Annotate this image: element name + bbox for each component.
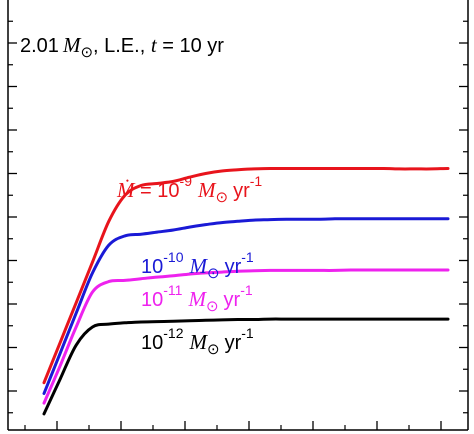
series-label-blue: 10-10 M⊙ yr-1: [141, 249, 254, 282]
series-label-black-sun: ⊙: [207, 341, 220, 358]
title-t-value: = 10 yr: [157, 35, 225, 57]
series-line-black: [42, 317, 450, 416]
series-label-black: 10-12 M⊙ yr-1: [141, 325, 254, 358]
series-label-blue-prefix: 10: [141, 256, 163, 278]
series-label-magenta-prefix: 10: [141, 289, 163, 311]
series-label-red-unit: yr: [233, 180, 250, 202]
plot-frame: [7, 0, 469, 431]
series-label-magenta-exp: -11: [163, 282, 182, 298]
series-label-red-exp: -9: [180, 173, 193, 189]
series-label-magenta-uexp: -1: [240, 282, 253, 298]
series-label-magenta-unit: yr: [224, 289, 241, 311]
title-mass-symbol: M: [62, 33, 82, 57]
series-label-red-mdot: Ṁ: [116, 178, 136, 202]
series-label-red-msym: M: [197, 178, 217, 202]
series-label-blue-exp: -10: [163, 249, 183, 265]
series-label-magenta-sun: ⊙: [206, 298, 219, 315]
series-label-red-uexp: -1: [250, 173, 263, 189]
chart-title: 2.01 M⊙, L.E., t = 10 yr: [20, 33, 224, 61]
series-label-red-sun: ⊙: [216, 189, 229, 206]
series-line-red: [42, 166, 450, 385]
series-label-blue-unit: yr: [225, 256, 242, 278]
title-mass-value: 2.01: [20, 35, 59, 57]
series-label-black-unit: yr: [225, 332, 242, 354]
series-line-blue: [42, 217, 450, 395]
title-sun-symbol: ⊙: [80, 44, 93, 61]
title-t-symbol: t: [151, 33, 158, 57]
series-label-magenta: 10-11 M⊙ yr-1: [141, 282, 253, 315]
series-label-red: Ṁ = 10-9 M⊙ yr-1: [116, 173, 262, 206]
series-label-red-equals: = 10: [135, 180, 180, 202]
series-line-magenta: [42, 268, 450, 405]
series-label-black-uexp: -1: [241, 325, 254, 341]
title-rest: , L.E.,: [93, 35, 151, 57]
series-label-black-prefix: 10: [141, 332, 163, 354]
series-label-blue-msym: M: [188, 254, 208, 278]
series-label-black-exp: -12: [163, 325, 183, 341]
series-label-magenta-msym: M: [187, 287, 207, 311]
series-label-blue-sun: ⊙: [207, 265, 220, 282]
series-lines: [42, 166, 450, 416]
series-label-blue-uexp: -1: [241, 249, 254, 265]
series-label-black-msym: M: [188, 330, 208, 354]
